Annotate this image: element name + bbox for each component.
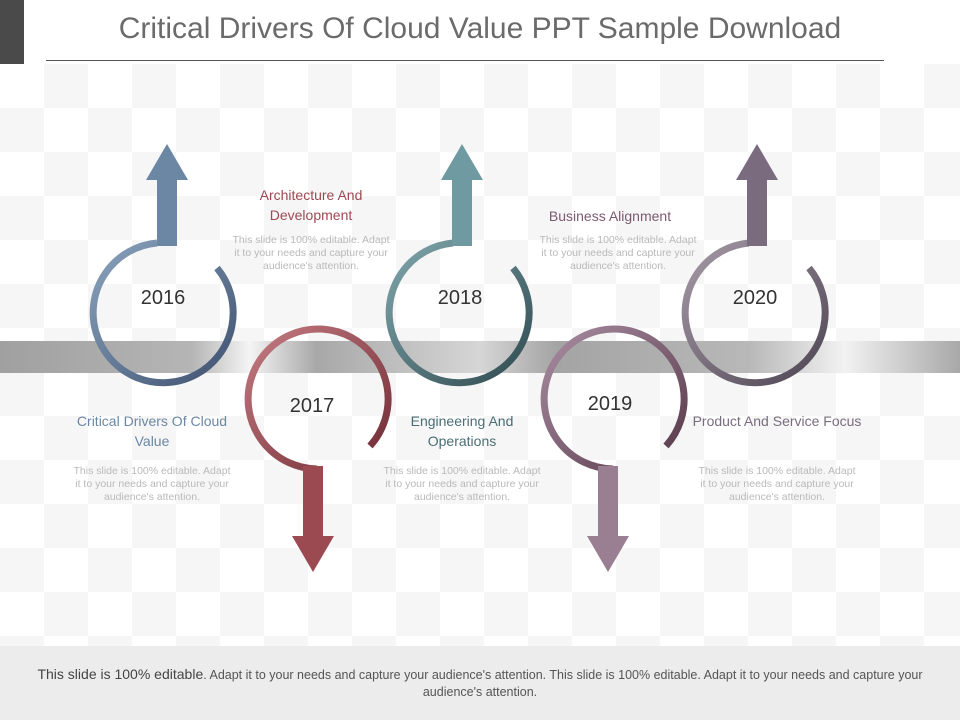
footer-rest: . Adapt it to your needs and capture you… [203, 668, 923, 699]
ring-2018 [385, 239, 533, 387]
ring-2019 [540, 325, 688, 473]
year-2019: 2019 [587, 393, 633, 415]
heading-2017: Architecture And Development [259, 187, 363, 223]
description-2016: This slide is 100% editable. Adapt it to… [73, 465, 231, 503]
arrow-shaft-2018 [452, 178, 472, 246]
milestone-2016-graphic [89, 144, 237, 387]
milestone-2018-graphic [385, 144, 533, 387]
footer-lead: This slide is 100% editable [37, 666, 204, 682]
description-2020: This slide is 100% editable. Adapt it to… [698, 465, 856, 503]
ring-2016 [89, 239, 237, 387]
arrow-shaft-2019 [598, 466, 618, 538]
arrow-head-2020 [736, 144, 778, 180]
heading-2016: Critical Drivers Of Cloud Value [76, 413, 228, 449]
heading-2020: Product And Service Focus [692, 413, 862, 429]
year-2018: 2018 [437, 287, 483, 309]
year-2016: 2016 [140, 287, 186, 309]
milestone-2020-graphic [681, 144, 829, 387]
arrow-head-2017 [292, 536, 334, 572]
ring-2017 [244, 325, 392, 473]
arrow-shaft-2020 [747, 178, 767, 246]
description-2017: This slide is 100% editable. Adapt it to… [232, 234, 390, 272]
ring-2020 [681, 239, 829, 387]
footer-bar [0, 646, 960, 720]
arrow-head-2016 [146, 144, 188, 180]
description-2018: This slide is 100% editable. Adapt it to… [383, 465, 541, 503]
footer-text: This slide is 100% editable. Adapt it to… [20, 666, 940, 701]
milestone-2017-graphic [244, 325, 392, 572]
arrow-head-2019 [587, 536, 629, 572]
milestone-2019-graphic [540, 325, 688, 572]
arrow-shaft-2016 [157, 178, 177, 246]
corner-block [0, 0, 24, 64]
description-2019: This slide is 100% editable. Adapt it to… [539, 234, 697, 272]
title-underline [46, 60, 884, 61]
arrow-shaft-2017 [303, 466, 323, 538]
heading-2018: Engineering And Operations [410, 413, 514, 449]
slide-title: Critical Drivers Of Cloud Value PPT Samp… [118, 12, 842, 45]
arrow-head-2018 [441, 144, 483, 180]
year-2017: 2017 [289, 395, 335, 417]
heading-2019: Business Alignment [548, 208, 672, 224]
year-2020: 2020 [732, 287, 778, 309]
